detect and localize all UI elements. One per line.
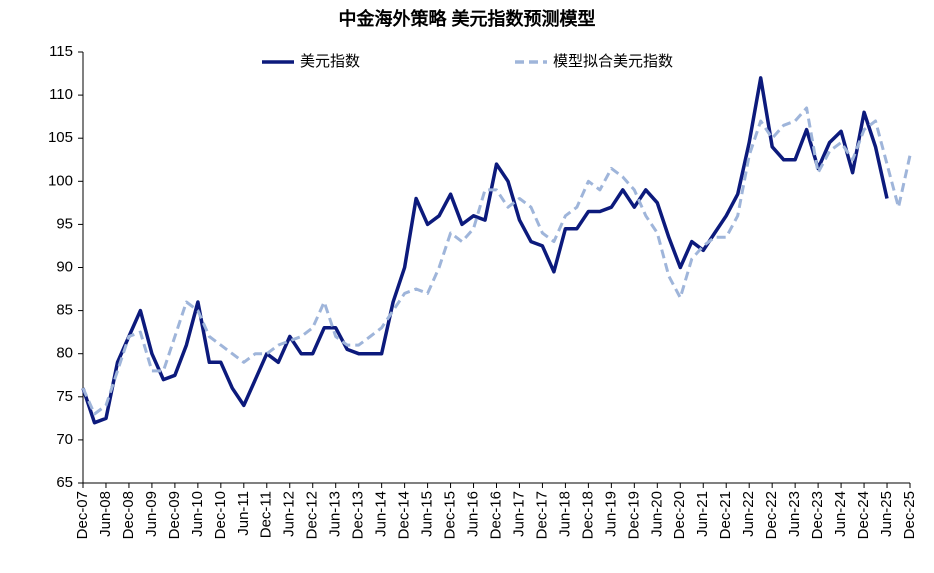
x-tick-label: Jun-19 [602, 491, 619, 537]
x-tick-label: Dec-08 [120, 491, 137, 539]
x-tick-label: Dec-10 [212, 491, 229, 539]
y-tick-label: 70 [56, 431, 73, 448]
x-tick-label: Dec-17 [533, 491, 550, 539]
x-tick-label: Jun-22 [740, 491, 757, 537]
x-tick-label: Jun-11 [235, 491, 252, 536]
y-tick-label: 80 [56, 345, 73, 362]
x-tick-label: Jun-23 [786, 491, 803, 537]
x-tick-label: Jun-13 [327, 491, 344, 537]
series-line [81, 106, 912, 416]
chart-title: 中金海外策略 美元指数预测模型 [339, 8, 596, 29]
x-tick-label: Dec-25 [901, 491, 918, 539]
x-tick-label: Dec-11 [258, 491, 275, 538]
x-tick-label: Dec-23 [809, 491, 826, 539]
x-tick-label: Jun-15 [419, 491, 436, 537]
y-tick-label: 90 [56, 258, 73, 275]
x-tick-label: Dec-14 [396, 491, 413, 539]
y-tick-label: 115 [49, 43, 73, 60]
legend-label: 美元指数 [300, 53, 360, 70]
y-tick-label: 95 [56, 215, 73, 232]
x-tick-label: Dec-16 [487, 491, 504, 539]
x-tick-label: Dec-09 [166, 491, 183, 539]
y-tick-label: 85 [56, 302, 73, 319]
x-tick-label: Jun-18 [556, 491, 573, 537]
y-tick-label: 65 [56, 474, 73, 491]
x-tick-label: Jun-21 [694, 491, 711, 537]
x-tick-label: Dec-20 [671, 491, 688, 539]
x-tick-label: Jun-10 [189, 491, 206, 537]
y-tick-label: 105 [48, 129, 73, 146]
y-tick-label: 75 [56, 388, 73, 405]
x-tick-label: Dec-18 [579, 491, 596, 539]
x-tick-label: Jun-17 [510, 491, 527, 537]
x-tick-label: Jun-09 [143, 491, 160, 537]
x-tick-label: Dec-07 [74, 491, 91, 539]
x-tick-label: Dec-12 [304, 491, 321, 539]
x-tick-label: Jun-24 [832, 491, 849, 537]
y-tick-label: 100 [48, 172, 73, 189]
x-tick-label: Jun-12 [281, 491, 298, 537]
legend-label: 模型拟合美元指数 [553, 53, 673, 70]
x-tick-label: Jun-25 [878, 491, 895, 537]
series-line [81, 76, 889, 425]
x-tick-label: Jun-14 [373, 491, 390, 537]
x-tick-label: Jun-20 [648, 491, 665, 537]
x-tick-label: Jun-08 [97, 491, 114, 537]
x-tick-label: Jun-16 [464, 491, 481, 537]
y-tick-label: 110 [49, 86, 73, 103]
x-tick-label: Dec-21 [717, 491, 734, 539]
x-tick-label: Dec-22 [763, 491, 780, 539]
x-tick-label: Dec-13 [350, 491, 367, 539]
x-tick-label: Dec-15 [442, 491, 459, 539]
x-tick-label: Dec-19 [625, 491, 642, 539]
x-tick-label: Dec-24 [855, 491, 872, 539]
